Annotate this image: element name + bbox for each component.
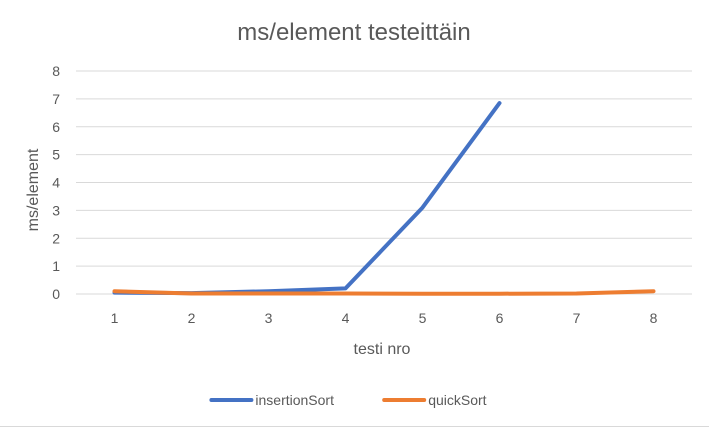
- y-tick-label: 2: [52, 230, 60, 246]
- axes: 0 1 2 3 4 5 6 7 8 1 2 3 4 5 6 7 8: [52, 63, 657, 326]
- x-tick-label: 5: [419, 310, 427, 326]
- y-tick-label: 1: [52, 258, 60, 274]
- x-tick-label: 6: [496, 310, 504, 326]
- y-tick-label: 5: [52, 147, 60, 163]
- y-tick-label: 3: [52, 202, 60, 218]
- y-tick-label: 0: [52, 286, 60, 302]
- chart-title: ms/element testeittäin: [237, 19, 470, 46]
- x-tick-label: 2: [188, 310, 196, 326]
- y-tick-label: 6: [52, 119, 60, 135]
- x-tick-label: 3: [265, 310, 273, 326]
- gridlines: [76, 70, 692, 295]
- legend: insertionSort quickSort: [209, 392, 487, 408]
- y-tick-label: 4: [52, 175, 60, 191]
- y-tick-label: 8: [52, 63, 60, 79]
- series-line-insertionSort: [112, 101, 502, 296]
- x-tick-label: 7: [573, 310, 581, 326]
- legend-label-quickSort: quickSort: [428, 392, 486, 408]
- bottom-border: [0, 426, 709, 427]
- x-axis-label: testi nro: [354, 341, 411, 358]
- series-line-quickSort: [112, 289, 656, 296]
- x-tick-label: 1: [111, 310, 119, 326]
- x-tick-label: 8: [650, 310, 658, 326]
- series-lines: [112, 101, 656, 296]
- y-axis-label: ms/element: [25, 148, 42, 231]
- legend-label-insertionSort: insertionSort: [255, 392, 334, 408]
- x-tick-label: 4: [342, 310, 350, 326]
- y-tick-label: 7: [52, 91, 60, 107]
